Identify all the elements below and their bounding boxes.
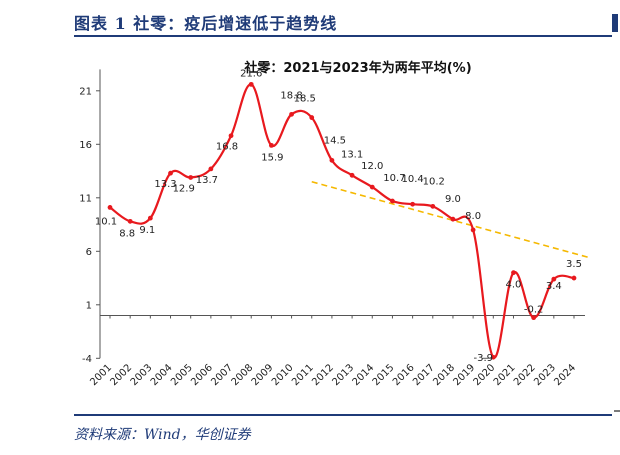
y-tick-label: 16 xyxy=(79,140,92,151)
data-label: 12.9 xyxy=(173,183,195,194)
data-label: 16.8 xyxy=(216,142,238,153)
data-label: 18.8 xyxy=(280,90,302,101)
data-point xyxy=(531,315,537,321)
x-tick-label: 2004 xyxy=(149,362,175,388)
data-point xyxy=(349,172,355,178)
y-tick-label: 1 xyxy=(86,300,92,311)
x-tick-label: 2005 xyxy=(169,362,195,388)
data-label: 10.2 xyxy=(423,176,445,187)
data-label: -0.2 xyxy=(524,305,544,316)
data-label: 13.1 xyxy=(341,149,363,160)
data-label: 8.8 xyxy=(119,228,135,239)
data-label: 9.0 xyxy=(445,194,461,205)
x-tick-label: 2021 xyxy=(492,362,518,388)
trendline-segment xyxy=(311,180,589,259)
x-tick-label: 2008 xyxy=(230,362,256,388)
data-label: 9.1 xyxy=(139,225,155,236)
chart-title: 社零：2021与2023年为两年平均(%) xyxy=(243,60,471,76)
x-tick-label: 2003 xyxy=(129,362,155,388)
data-point xyxy=(450,216,456,222)
y-tick-label: 11 xyxy=(79,193,92,204)
x-tick-label: 2020 xyxy=(472,362,498,388)
figure-header: 图表 1 社零：疫后增速低于趋势线 xyxy=(74,4,610,34)
data-label: -3.9 xyxy=(474,353,494,364)
x-axis: 2001200220032004200520062007200820092010… xyxy=(88,315,585,388)
figure-title: 图表 1 社零：疫后增速低于趋势线 xyxy=(74,14,338,33)
data-labels: 10.18.8 9.1 13.312.913.7 16.8 21.6 15.9 18.818… xyxy=(95,68,582,364)
x-tick-label: 2015 xyxy=(371,362,397,388)
bottom-rule xyxy=(74,414,612,416)
data-point xyxy=(430,203,436,209)
data-point xyxy=(168,170,173,176)
y-tick-label: 21 xyxy=(79,86,92,97)
x-tick-label: 2009 xyxy=(250,362,276,388)
data-label: 3.5 xyxy=(566,259,582,270)
trendline xyxy=(311,180,589,259)
data-label: 4.0 xyxy=(506,280,522,291)
x-tick-label: 2006 xyxy=(189,362,215,388)
data-point xyxy=(289,111,294,117)
data-label: 18.5 xyxy=(294,94,316,105)
data-point xyxy=(410,201,416,207)
top-rule xyxy=(74,35,612,37)
data-point xyxy=(511,270,516,276)
data-label: 14.5 xyxy=(324,135,346,146)
x-tick-label: 2011 xyxy=(290,362,316,388)
x-tick-label: 2023 xyxy=(532,362,558,388)
x-tick-label: 2017 xyxy=(411,362,437,388)
x-tick-label: 2013 xyxy=(330,362,356,388)
x-tick-label: 2016 xyxy=(391,362,417,388)
data-point xyxy=(309,115,315,120)
data-point xyxy=(268,142,274,148)
x-tick-label: 2010 xyxy=(270,362,296,388)
next-panel-rule xyxy=(614,410,620,412)
x-tick-label: 2019 xyxy=(451,362,477,388)
x-tick-label: 2014 xyxy=(351,362,377,388)
data-point xyxy=(369,184,375,190)
data-label: 15.9 xyxy=(261,152,283,163)
data-label: 13.7 xyxy=(196,175,218,186)
x-tick-label: 2002 xyxy=(109,362,135,388)
y-tick-label: 6 xyxy=(86,247,92,258)
x-tick-label: 2012 xyxy=(310,362,336,388)
data-label: 21.6 xyxy=(240,68,262,79)
x-tick-label: 2007 xyxy=(209,362,235,388)
data-points xyxy=(107,81,577,360)
data-label: 3.4 xyxy=(546,281,562,292)
y-tick-label: -4 xyxy=(82,354,92,365)
x-tick-label: 2024 xyxy=(552,362,578,388)
data-point xyxy=(127,218,133,224)
data-label: 10.7 xyxy=(383,173,405,184)
source-note: 资料来源：Wind，华创证券 xyxy=(74,427,251,443)
data-point xyxy=(329,157,335,163)
data-point xyxy=(188,175,194,180)
data-label: 10.4 xyxy=(401,174,423,185)
data-label: 8.0 xyxy=(465,211,481,222)
data-point xyxy=(470,227,476,233)
data-point xyxy=(390,198,395,204)
data-point xyxy=(571,275,577,281)
series-line xyxy=(109,83,575,359)
data-point xyxy=(147,215,153,221)
data-point xyxy=(551,276,557,282)
x-tick-label: 2018 xyxy=(431,362,457,388)
data-point xyxy=(248,81,254,87)
next-panel-edge xyxy=(612,14,618,32)
data-point xyxy=(228,133,234,139)
series-path xyxy=(109,83,575,359)
x-tick-label: 2001 xyxy=(88,362,114,388)
data-point xyxy=(208,166,214,172)
x-tick-label: 2022 xyxy=(512,362,538,388)
data-point xyxy=(107,205,113,210)
data-label: 13.3 xyxy=(154,179,176,190)
data-label: 10.1 xyxy=(95,216,117,227)
data-point xyxy=(490,354,496,360)
data-label: 12.0 xyxy=(361,161,383,172)
